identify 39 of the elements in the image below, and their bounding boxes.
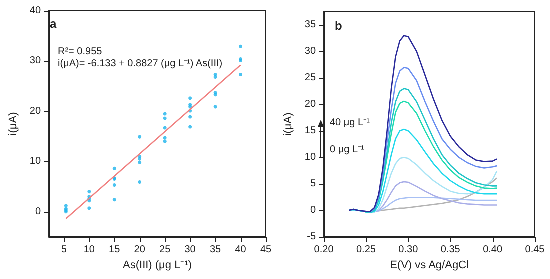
x-tick-label: 0.45 [525,244,546,256]
y-tick-label: 35 [304,20,316,31]
x-tick-label: 25 [160,244,172,256]
y-tick-label: -5 [307,232,316,242]
x-tick-label: 15 [109,244,121,256]
annotation: 0 μg L⁻¹ [330,144,366,156]
y-tick-label: 20 [30,106,42,117]
y-tick-label: 20 [304,99,316,110]
x-tick-label: 0.30 [398,244,419,256]
y-axis-title: i(μA) [282,112,294,136]
y-tick-label: 30 [30,56,42,67]
y-tick-label: 0 [310,205,316,216]
y-tick-label: 10 [30,156,42,168]
y-tick-label: 10 [304,152,316,164]
annotation: i(μA)= -6.133 + 0.8827 (μg L⁻¹) As(III) [58,58,223,70]
annotation: b [335,19,342,33]
y-tick-label: 0 [35,206,42,218]
x-tick-label: 0.35 [440,244,461,256]
y-tick-label: 5 [310,178,316,190]
x-tick-label: 45 [260,244,272,256]
annotation: R²= 0.955 [58,46,103,58]
x-tick-label: 40 [235,244,247,256]
x-tick-label: 10 [84,244,96,256]
annotation: 40 μg L⁻¹ [330,118,371,128]
x-tick-label: 0.25 [356,244,376,256]
x-axis-title: E(V) vs Ag/AgCl [390,259,469,272]
y-tick-label: 40 [30,6,42,16]
annotation: a [50,17,57,31]
y-tick-label: 25 [304,72,316,84]
x-tick-label: 35 [210,244,222,256]
y-axis-title: i(μA) [8,112,20,136]
y-tick-label: 15 [304,126,316,137]
x-axis-title: As(III) (μg L⁻¹) [123,259,192,272]
y-tick-label: 30 [304,46,316,58]
x-tick-label: 20 [134,244,146,256]
x-tick-label: 30 [184,244,196,256]
x-tick-label: 0.40 [483,244,503,256]
x-tick-label: 0.20 [314,244,334,256]
x-tick-label: 5 [61,244,68,256]
